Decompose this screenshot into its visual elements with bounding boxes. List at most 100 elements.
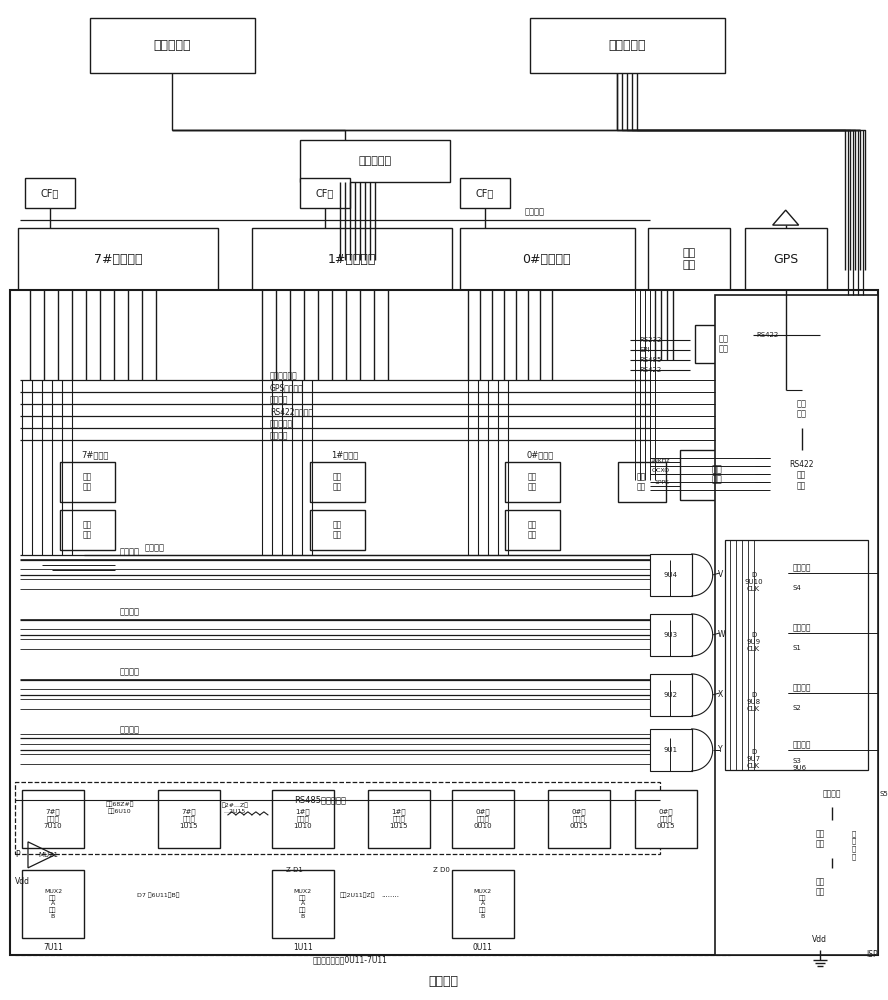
Text: 接口
转换: 接口 转换: [718, 334, 729, 354]
Text: MUX2
同步
A
控制
B: MUX2 同步 A 控制 B: [294, 889, 312, 919]
Text: CF卡: CF卡: [476, 188, 494, 198]
Text: W: W: [718, 630, 725, 639]
Text: 定值控制: 定值控制: [120, 547, 140, 556]
Text: 时钟总线: 时钟总线: [270, 432, 289, 441]
Text: GPS控制总线: GPS控制总线: [270, 384, 304, 393]
Text: 同步状态: 同步状态: [822, 789, 841, 798]
Text: RS422: RS422: [639, 367, 662, 373]
Text: 自动
切换: 自动 切换: [637, 472, 646, 492]
Text: 复位总线: 复位总线: [145, 543, 165, 552]
Bar: [647, 228, 730, 290]
Text: 系统
电源: 系统 电源: [682, 248, 695, 270]
Text: D
9U9
CLK: D 9U9 CLK: [747, 632, 761, 652]
Text: 7#子录波器: 7#子录波器: [94, 253, 142, 266]
Bar: [158, 790, 220, 848]
Text: SPI: SPI: [639, 347, 650, 353]
Text: 状态总线: 状态总线: [270, 396, 289, 405]
Text: RS485: RS485: [639, 357, 662, 363]
Text: 10kHz: 10kHz: [650, 458, 670, 463]
Text: Vdd: Vdd: [813, 935, 827, 944]
Bar: [795, 782, 869, 807]
Text: 9U3: 9U3: [663, 632, 678, 638]
Text: 0U11: 0U11: [473, 943, 493, 952]
Text: 7#控制线: 7#控制线: [82, 451, 108, 460]
Text: D
9U8
CLK: D 9U8 CLK: [747, 692, 761, 712]
Bar: [745, 228, 827, 290]
Text: 0#控制线: 0#控制线: [527, 451, 553, 460]
Text: 采值状态: 采值状态: [793, 683, 811, 692]
Text: 1#子录波器: 1#子录波器: [328, 253, 376, 266]
Text: S1: S1: [793, 645, 802, 651]
Bar: [719, 558, 788, 606]
Text: 脉冲
整形: 脉冲 整形: [797, 399, 806, 419]
Text: RS422
输出
译码: RS422 输出 译码: [789, 460, 814, 490]
Bar: [719, 678, 788, 726]
Text: 1#控制线: 1#控制线: [331, 451, 359, 460]
Bar: [725, 540, 868, 770]
Bar: [548, 790, 610, 848]
Text: 系统母板: 系统母板: [429, 975, 459, 988]
Bar: [719, 618, 788, 666]
Text: 实时分总线: 实时分总线: [270, 420, 293, 429]
Text: Z D0: Z D0: [433, 867, 450, 873]
Text: 9U4: 9U4: [663, 572, 678, 578]
Text: 复位总线: 复位总线: [525, 208, 544, 217]
Bar: [795, 868, 846, 906]
Bar: [795, 820, 846, 858]
Text: D7 去6U11的B端: D7 去6U11的B端: [137, 892, 179, 898]
Text: 自动
诊测: 自动 诊测: [83, 520, 91, 540]
Bar: [770, 390, 835, 428]
Text: 手动
复位: 手动 复位: [816, 877, 825, 897]
Text: S2: S2: [793, 705, 801, 711]
Bar: [618, 462, 666, 502]
Text: 来自68Z#障
控制6U10: 来自68Z#障 控制6U10: [106, 802, 134, 814]
Bar: [452, 790, 514, 848]
Text: 自动
切换: 自动 切换: [527, 472, 536, 492]
Text: CF卡: CF卡: [41, 188, 59, 198]
Text: 录值控制: 录值控制: [120, 607, 140, 616]
Text: RS485优先控制链: RS485优先控制链: [294, 795, 345, 804]
Text: GPS: GPS: [773, 253, 798, 266]
Text: Y: Y: [718, 745, 722, 754]
Bar: [504, 510, 559, 550]
Bar: [25, 178, 75, 208]
Text: 自动
诊测: 自动 诊测: [527, 520, 536, 540]
Bar: [650, 614, 692, 656]
Text: 去2#...Z控
...2U15: 去2#...Z控 ...2U15: [221, 802, 249, 814]
Text: RS232: RS232: [639, 337, 662, 343]
Text: 自动
诊测: 自动 诊测: [332, 520, 342, 540]
Bar: [60, 462, 115, 502]
Bar: [650, 674, 692, 716]
Text: Z D1: Z D1: [286, 867, 303, 873]
Bar: [15, 782, 660, 854]
Text: 1PPS: 1PPS: [654, 480, 670, 485]
Bar: [272, 790, 334, 848]
Bar: [530, 18, 725, 73]
Text: MU21: MU21: [38, 852, 58, 858]
Bar: [300, 178, 350, 208]
Text: 0#令
障状态
0U15: 0#令 障状态 0U15: [569, 808, 588, 829]
Text: 自动
复位: 自动 复位: [816, 829, 825, 849]
Bar: [460, 178, 510, 208]
Text: 录设状态: 录设状态: [793, 623, 811, 632]
Bar: [60, 510, 115, 550]
Text: MUX2
同步
A
控制
B: MUX2 同步 A 控制 B: [44, 889, 62, 919]
Text: MUX2
同步
A
控制
B: MUX2 同步 A 控制 B: [473, 889, 492, 919]
Text: OCXO: OCXO: [652, 468, 670, 473]
Text: 录波控制: 录波控制: [120, 667, 140, 676]
Bar: [679, 450, 755, 500]
Bar: [252, 228, 452, 290]
Bar: [22, 790, 84, 848]
Bar: [504, 462, 559, 502]
Bar: [460, 228, 635, 290]
Text: 0#令
障控制
0U10: 0#令 障控制 0U10: [473, 808, 492, 829]
Text: 管理计算机: 管理计算机: [608, 39, 646, 52]
Text: 0#令
障控制
0U15: 0#令 障控制 0U15: [656, 808, 675, 829]
Text: Vdd: Vdd: [15, 877, 30, 886]
Text: 自动
切换: 自动 切换: [83, 472, 91, 492]
Text: 计算控制: 计算控制: [120, 725, 140, 734]
Text: 1#令
障状态
1U15: 1#令 障状态 1U15: [390, 808, 408, 829]
Bar: [650, 554, 692, 596]
Text: S4: S4: [793, 585, 801, 591]
Bar: [10, 290, 877, 955]
